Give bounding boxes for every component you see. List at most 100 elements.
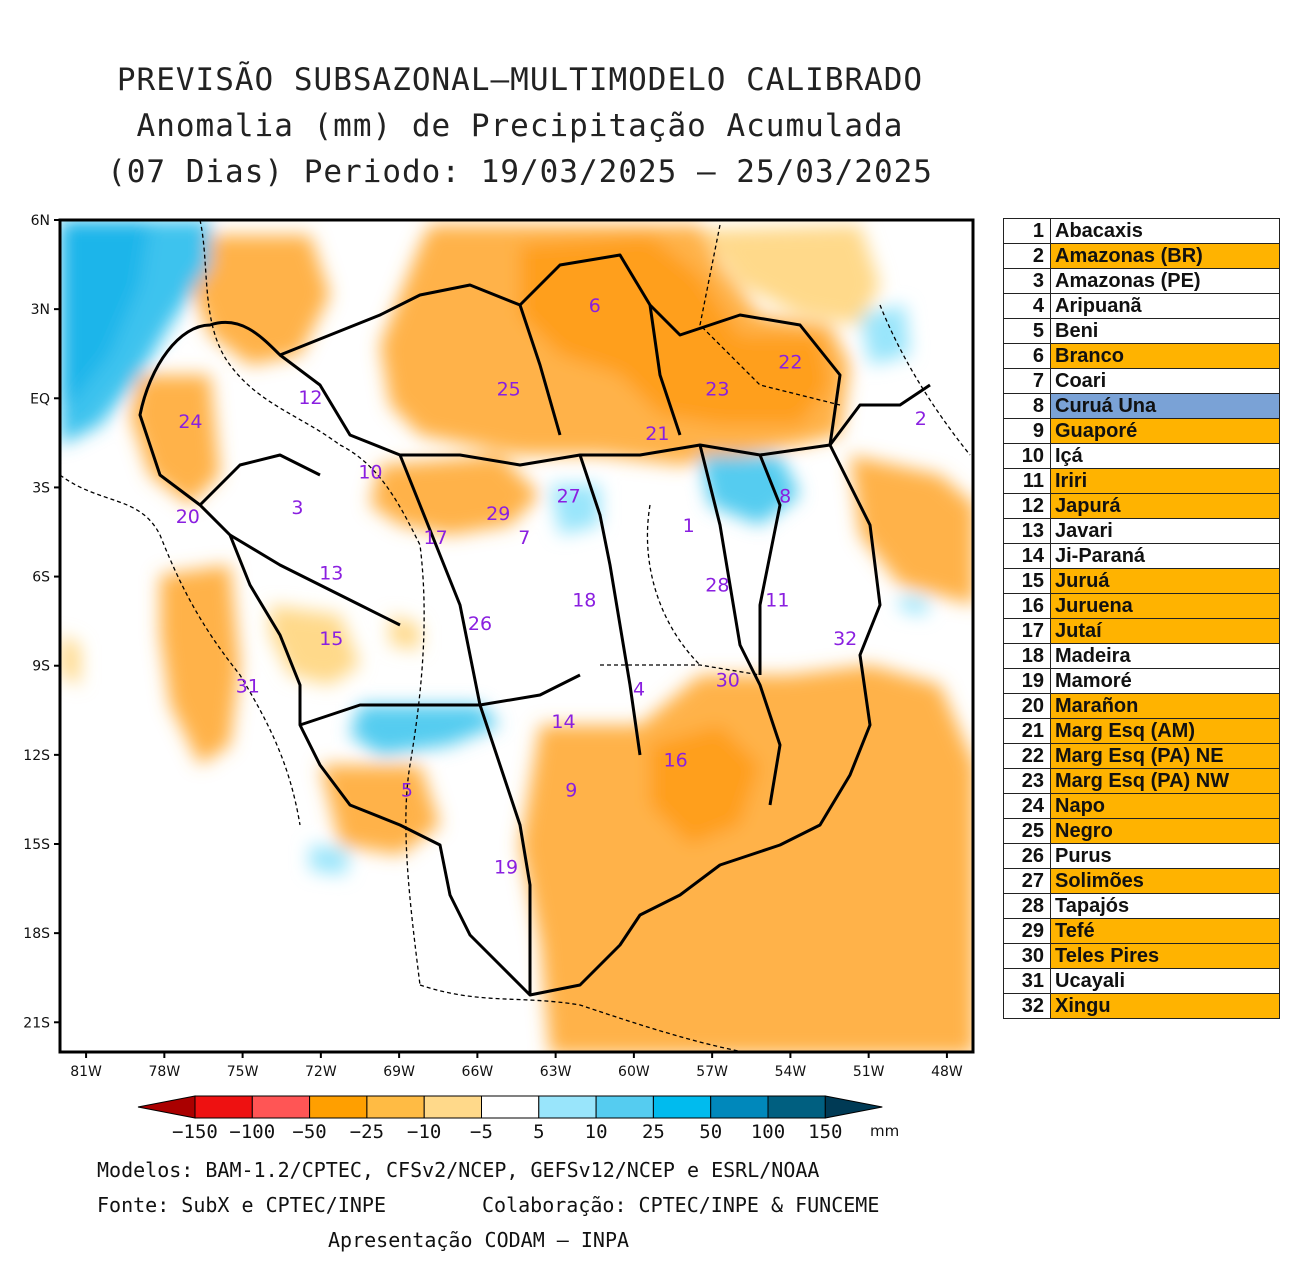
basin-number-label: 4 <box>633 678 645 700</box>
basin-number-label: 21 <box>645 423 669 445</box>
basin-name: Marg Esq (PA) NW <box>1050 768 1280 794</box>
basin-name: Tapajós <box>1050 893 1280 919</box>
map-frame <box>58 218 975 1054</box>
basin-name: Mamoré <box>1050 668 1280 694</box>
colorbar-label: −150 <box>172 1121 218 1143</box>
basin-number-label: 7 <box>518 527 530 549</box>
basin-number: 31 <box>1003 968 1051 994</box>
basin-number: 30 <box>1003 943 1051 969</box>
basin-number-labels: 1234567891011121314151617181920212223242… <box>176 295 927 879</box>
colorbar-swatch <box>251 1095 311 1119</box>
basin-legend-row: 8 Curuá Una <box>1003 393 1280 419</box>
basin-name: Japurá <box>1050 493 1280 519</box>
basin-number-label: 28 <box>705 574 729 596</box>
basin-name: Abacaxis <box>1050 218 1280 244</box>
basin-name: Marg Esq (PA) NE <box>1050 743 1280 769</box>
basin-number-label: 26 <box>468 613 492 635</box>
basin-number: 9 <box>1003 418 1051 444</box>
basin-legend-row: 2 Amazonas (BR) <box>1003 243 1280 269</box>
basin-number-label: 2 <box>915 408 927 430</box>
colorbar-swatch <box>710 1095 769 1119</box>
basin-legend-row: 26 Purus <box>1003 843 1280 869</box>
basin-number: 1 <box>1003 218 1051 244</box>
basin-name: Tefé <box>1050 918 1280 944</box>
basin-number-label: 27 <box>557 485 581 507</box>
basin-name: Iriri <box>1050 468 1280 494</box>
lat-tick-label: 3S <box>32 480 50 496</box>
basin-number-label: 9 <box>565 779 577 801</box>
lat-tick-label: 6S <box>32 570 50 586</box>
basin-name: Xingu <box>1050 993 1280 1019</box>
basin-number: 23 <box>1003 768 1051 794</box>
basin-legend-row: 5 Beni <box>1003 318 1280 344</box>
basin-number-label: 19 <box>494 857 518 879</box>
colorbar-label: 50 <box>699 1121 722 1143</box>
colorbar-swatch <box>423 1095 483 1119</box>
basin-legend-row: 29 Tefé <box>1003 918 1280 944</box>
basin-number-label: 31 <box>236 675 260 697</box>
basin-number: 7 <box>1003 368 1051 394</box>
basin-name: Javari <box>1050 518 1280 544</box>
basin-name: Coari <box>1050 368 1280 394</box>
basin-number-label: 24 <box>178 411 202 433</box>
basin-name: Napo <box>1050 793 1280 819</box>
basin-name: Ucayali <box>1050 968 1280 994</box>
lon-tick-label: 66W <box>462 1064 494 1080</box>
basin-number: 17 <box>1003 618 1051 644</box>
colorbar-swatch <box>595 1095 654 1119</box>
colorbar-swatch <box>767 1095 826 1119</box>
colorbar-label: 10 <box>585 1121 608 1143</box>
basin-legend-row: 21 Marg Esq (AM) <box>1003 718 1280 744</box>
basin-name: Teles Pires <box>1050 943 1280 969</box>
lat-tick-label: 9S <box>32 659 50 675</box>
lon-tick-label: 48W <box>931 1064 963 1080</box>
basin-name: Purus <box>1050 843 1280 869</box>
lon-tick-label: 63W <box>540 1064 572 1080</box>
basin-number-label: 12 <box>298 387 322 409</box>
colorbar-arrow-low <box>137 1095 196 1119</box>
longitude-axis: 81W 78W 75W 72W 69W 66W 63W 60W 57W 54W 51W 48W <box>70 1052 963 1080</box>
basin-legend-row: 10 Içá <box>1003 443 1280 469</box>
basin-legend-row: 22 Marg Esq (PA) NE <box>1003 743 1280 769</box>
colorbar-arrow-high <box>824 1095 883 1119</box>
basin-number-label: 1 <box>683 515 695 537</box>
basin-name: Branco <box>1050 343 1280 369</box>
colorbar-label: −5 <box>470 1121 493 1143</box>
basin-number: 16 <box>1003 593 1051 619</box>
basin-legend-row: 16 Juruena <box>1003 593 1280 619</box>
basin-number-label: 14 <box>551 711 575 733</box>
lon-tick-label: 75W <box>227 1064 259 1080</box>
basin-name: Amazonas (BR) <box>1050 243 1280 269</box>
lon-tick-label: 54W <box>775 1064 807 1080</box>
colorbar-label: −10 <box>407 1121 441 1143</box>
basin-number-label: 6 <box>589 295 601 317</box>
colorbar-swatch <box>652 1095 712 1119</box>
lat-tick-label: 15S <box>23 837 50 853</box>
country-borders <box>60 220 971 1052</box>
lon-tick-label: 60W <box>618 1064 650 1080</box>
basin-number-label: 5 <box>401 779 413 801</box>
basin-name: Beni <box>1050 318 1280 344</box>
lat-tick-label: 12S <box>23 748 50 764</box>
basin-number-label: 8 <box>779 485 791 507</box>
colorbar-swatch <box>538 1095 597 1119</box>
colorbar-label: 25 <box>642 1121 665 1143</box>
basin-number-label: 22 <box>778 352 802 374</box>
basin-number-label: 20 <box>176 506 200 528</box>
lon-tick-label: 57W <box>696 1064 728 1080</box>
basin-name: Içá <box>1050 443 1280 469</box>
colorbar-label: −25 <box>350 1121 384 1143</box>
basin-name: Solimões <box>1050 868 1280 894</box>
basin-legend-row: 15 Juruá <box>1003 568 1280 594</box>
basin-number: 19 <box>1003 668 1051 694</box>
colorbar-swatch <box>309 1095 368 1119</box>
basin-name: Marañon <box>1050 693 1280 719</box>
basin-number: 32 <box>1003 993 1051 1019</box>
basin-legend-row: 6 Branco <box>1003 343 1280 369</box>
title-line-3: (07 Dias) Periodo: 19/03/2025 — 25/03/20… <box>107 154 933 190</box>
basin-legend-row: 4 Aripuanã <box>1003 293 1280 319</box>
basin-number: 4 <box>1003 293 1051 319</box>
basin-number: 14 <box>1003 543 1051 569</box>
basin-number: 22 <box>1003 743 1051 769</box>
basin-legend-row: 28 Tapajós <box>1003 893 1280 919</box>
